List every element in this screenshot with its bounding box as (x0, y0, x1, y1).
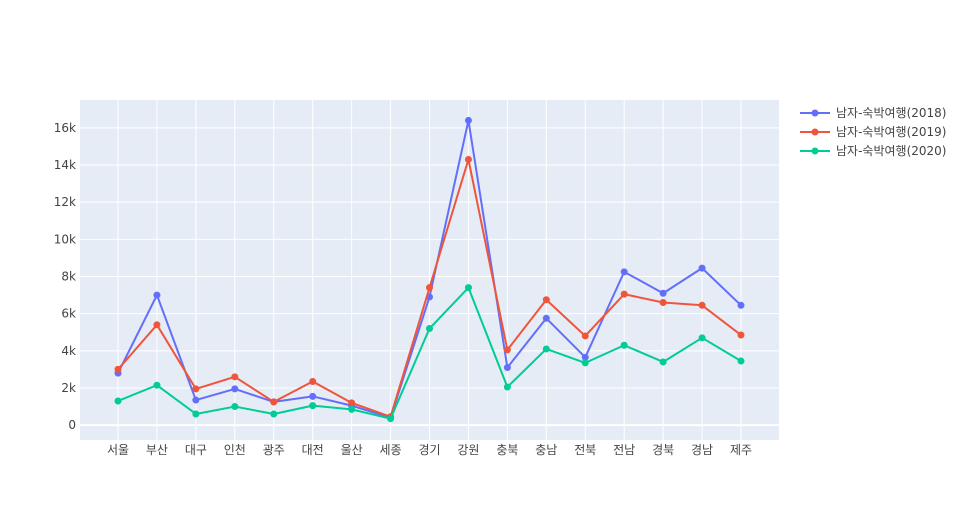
data-point[interactable] (426, 284, 433, 292)
x-tick-label: 광주 (263, 443, 285, 457)
data-point[interactable] (309, 402, 317, 410)
y-tick-label: 10k (54, 232, 76, 246)
x-tick-label: 울산 (341, 443, 363, 457)
x-tick-label: 대전 (302, 443, 324, 457)
data-point[interactable] (192, 385, 200, 393)
x-tick-label: 부산 (146, 443, 168, 457)
data-point[interactable] (387, 415, 395, 423)
series-group (114, 116, 745, 423)
data-point[interactable] (542, 314, 550, 322)
data-point[interactable] (581, 359, 589, 367)
data-point[interactable] (114, 365, 122, 373)
data-point[interactable] (620, 268, 628, 276)
data-point[interactable] (542, 345, 550, 353)
y-tick-label: 6k (61, 307, 76, 321)
y-tick-label: 8k (61, 270, 76, 284)
data-point[interactable] (231, 385, 239, 393)
data-point[interactable] (348, 399, 356, 407)
data-point[interactable] (698, 264, 706, 272)
x-tick-label: 서울 (107, 443, 129, 457)
data-point[interactable] (270, 398, 278, 406)
data-point[interactable] (114, 397, 122, 405)
data-point[interactable] (698, 301, 706, 309)
legend-label: 남자-숙박여행(2018) (836, 105, 946, 120)
data-point[interactable] (464, 155, 472, 163)
data-point[interactable] (503, 364, 511, 372)
legend-marker (811, 147, 819, 155)
data-point[interactable] (737, 331, 745, 339)
data-point[interactable] (153, 381, 161, 389)
legend-marker (811, 128, 819, 136)
data-point[interactable] (270, 410, 278, 418)
data-point[interactable] (464, 116, 472, 124)
y-tick-label: 14k (54, 158, 76, 172)
data-point[interactable] (348, 405, 356, 413)
legend[interactable]: 남자-숙박여행(2018) 남자-숙박여행(2019) 남자-숙박여행(2020) (800, 105, 946, 158)
data-point[interactable] (698, 334, 706, 342)
data-point[interactable] (464, 284, 472, 292)
legend-item[interactable]: 남자-숙박여행(2020) (800, 143, 946, 158)
y-tick-label: 4k (61, 344, 76, 358)
x-tick-label: 대구 (185, 443, 207, 457)
legend-label: 남자-숙박여행(2020) (836, 143, 946, 158)
x-tick-label: 경북 (652, 443, 674, 457)
series-2 (114, 155, 745, 421)
legend-label: 남자-숙박여행(2019) (836, 124, 946, 139)
x-tick-label: 강원 (457, 443, 479, 457)
data-point[interactable] (503, 383, 511, 391)
data-point[interactable] (581, 353, 589, 361)
data-point[interactable] (542, 296, 550, 304)
data-point[interactable] (426, 325, 433, 333)
data-point[interactable] (737, 357, 745, 365)
data-point[interactable] (620, 290, 628, 298)
y-axis-tick-labels: 0 2k 4k 6k 8k 10k 12k 14k 16k (54, 121, 76, 432)
y-tick-label: 2k (61, 381, 76, 395)
data-point[interactable] (153, 321, 161, 329)
data-point[interactable] (192, 410, 200, 418)
data-point[interactable] (192, 396, 200, 404)
data-point[interactable] (309, 392, 317, 400)
x-tick-label: 경기 (418, 443, 440, 457)
x-tick-label: 인천 (224, 442, 246, 457)
data-point[interactable] (581, 332, 589, 340)
data-point[interactable] (309, 377, 317, 385)
data-point[interactable] (659, 289, 667, 297)
y-tick-label: 12k (54, 195, 76, 209)
legend-item[interactable]: 남자-숙박여행(2019) (800, 124, 946, 139)
x-tick-label: 전남 (613, 443, 635, 457)
x-tick-label: 세종 (380, 443, 402, 457)
data-point[interactable] (659, 299, 667, 307)
data-point[interactable] (737, 301, 745, 309)
data-point[interactable] (659, 358, 667, 366)
x-axis-tick-labels: 서울 부산 대구 인천 광주 대전 울산 세종 경기 강원 충북 충남 전북 전남 경북 경남 제주 (107, 442, 752, 457)
y-tick-label: 16k (54, 121, 76, 135)
data-point[interactable] (231, 373, 239, 381)
x-tick-label: 충남 (535, 443, 557, 457)
y-tick-label: 0 (68, 418, 76, 432)
legend-item[interactable]: 남자-숙박여행(2018) (800, 105, 946, 120)
data-point[interactable] (231, 403, 239, 411)
x-tick-label: 제주 (730, 443, 752, 457)
data-point[interactable] (503, 346, 511, 354)
data-point[interactable] (620, 341, 628, 349)
legend-marker (811, 109, 819, 117)
x-tick-label: 경남 (691, 443, 713, 457)
x-tick-label: 충북 (496, 443, 518, 457)
series-3 (114, 284, 745, 423)
x-tick-label: 전북 (574, 443, 596, 457)
data-point[interactable] (153, 291, 161, 299)
